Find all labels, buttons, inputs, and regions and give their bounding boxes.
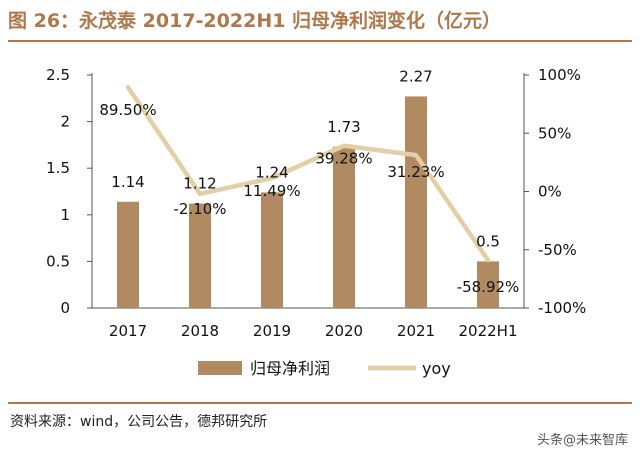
- watermark: 头条@未来智库: [536, 433, 628, 448]
- x-tick-label: 2022H1: [459, 322, 518, 340]
- bar-value-label: 1.73: [327, 118, 360, 136]
- right-tick-label: -50%: [538, 241, 577, 259]
- series-line-yoy: [125, 84, 491, 263]
- right-tick-label: 0%: [538, 183, 562, 201]
- right-tick-label: 50%: [538, 124, 571, 142]
- bar: [477, 261, 499, 308]
- bar-value-label: 1.12: [183, 175, 216, 193]
- line-value-label: 89.50%: [99, 101, 156, 119]
- bar: [117, 201, 139, 308]
- line-value-label: -2.10%: [173, 200, 226, 218]
- line-value-label: 39.28%: [315, 150, 372, 168]
- title-divider: [8, 40, 632, 42]
- bar: [261, 192, 283, 308]
- legend-swatch-bar: [198, 361, 242, 375]
- x-tick-label: 2019: [253, 322, 291, 340]
- left-tick-label: 1: [60, 206, 70, 224]
- left-tick-label: 2.5: [46, 66, 70, 84]
- legend-label-line: yoy: [422, 359, 451, 378]
- legend-label-bar: 归母净利润: [250, 359, 330, 378]
- bar: [333, 146, 355, 308]
- right-tick-label: 100%: [538, 66, 581, 84]
- x-tick-label: 2021: [397, 322, 435, 340]
- left-tick-label: 2: [60, 113, 70, 131]
- bar-value-label: 0.5: [476, 232, 500, 250]
- left-tick-label: 0: [60, 299, 70, 317]
- chart-canvas: 0 0.5 1 1.5 2 2.5 -100% -50% 0% 50% 100% 1.14 1.12…: [46, 66, 586, 378]
- x-tick-label: 2018: [181, 322, 219, 340]
- bar-value-label: 1.14: [111, 173, 144, 191]
- bar-value-label: 1.24: [255, 163, 288, 181]
- x-tick-label: 2017: [109, 322, 147, 340]
- bar-value-label: 2.27: [399, 67, 432, 85]
- bar: [405, 96, 427, 308]
- line-value-label: -58.92%: [457, 278, 520, 296]
- source-divider: [8, 402, 632, 404]
- source-note: 资料来源：wind，公司公告，德邦研究所: [10, 414, 268, 430]
- line-value-label: 11.49%: [243, 182, 300, 200]
- left-tick-label: 0.5: [46, 252, 70, 270]
- x-tick-label: 2020: [325, 322, 363, 340]
- right-tick-label: -100%: [538, 299, 586, 317]
- bar: [189, 203, 211, 308]
- left-tick-label: 1.5: [46, 159, 70, 177]
- chart-title: 图 26：永茂泰 2017-2022H1 归母净利润变化（亿元）: [8, 10, 502, 32]
- line-value-label: 31.23%: [387, 163, 444, 181]
